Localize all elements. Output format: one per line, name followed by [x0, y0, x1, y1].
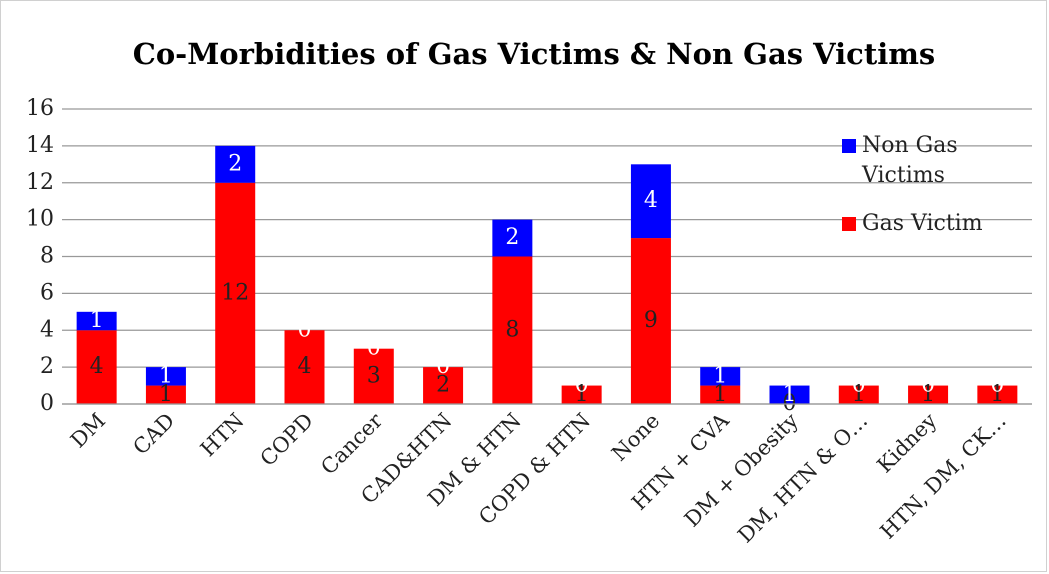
data-label: 1: [713, 382, 727, 407]
legend-swatch: [842, 217, 856, 231]
y-tick-label: 6: [40, 280, 54, 305]
data-label: 1: [921, 382, 935, 407]
bar-segment: [215, 182, 256, 404]
data-label: 1: [990, 382, 1004, 407]
data-label: 2: [228, 151, 242, 176]
data-label: 0: [852, 373, 866, 398]
data-label: 1: [575, 382, 589, 407]
bar-segment: [492, 256, 533, 404]
data-label: 0: [367, 336, 381, 361]
legend-line: Non Gas: [862, 133, 958, 158]
data-label: 1: [783, 382, 797, 407]
data-label: 2: [436, 373, 450, 398]
y-tick-label: 10: [26, 207, 54, 232]
y-tick-label: 12: [26, 170, 54, 195]
bar-segment: [145, 385, 186, 404]
bar-segment: [76, 311, 117, 331]
data-label: 1: [159, 363, 173, 388]
bar-segment: [700, 367, 741, 386]
bar-segment: [423, 367, 464, 404]
y-tick-label: 2: [40, 354, 54, 379]
data-label: 0: [298, 317, 312, 342]
data-label: 12: [221, 280, 249, 305]
y-tick-label: 0: [40, 391, 54, 416]
legend-swatch: [842, 139, 856, 153]
data-label: 9: [644, 308, 658, 333]
data-label: 0: [436, 354, 450, 379]
data-label: 1: [852, 382, 866, 407]
y-tick-label: 8: [40, 244, 54, 269]
bar-segment: [561, 385, 602, 404]
bar-segment: [769, 385, 810, 404]
data-label: 1: [159, 382, 173, 407]
bar-segment: [492, 219, 533, 257]
bar-segment: [215, 145, 256, 183]
chart-title: Co-Morbidities of Gas Victims & Non Gas …: [133, 37, 936, 71]
data-label: 0: [575, 373, 589, 398]
data-label: 3: [367, 363, 381, 388]
data-label: 1: [90, 308, 104, 333]
data-label: 4: [90, 354, 104, 379]
bar-segment: [353, 348, 394, 404]
y-tick-label: 4: [40, 317, 54, 342]
data-label: 4: [644, 188, 658, 213]
y-tick-label: 16: [26, 96, 54, 121]
data-label: 1: [713, 363, 727, 388]
data-label: 0: [990, 373, 1004, 398]
data-label: 0: [921, 373, 935, 398]
data-label: 4: [298, 354, 312, 379]
y-tick-label: 14: [26, 133, 54, 158]
legend-label: Gas Victim: [862, 211, 983, 236]
legend-line: Victims: [861, 163, 945, 188]
bar-segment: [630, 238, 671, 404]
data-label: 8: [505, 317, 519, 342]
bar-segment: [908, 385, 949, 404]
bar-segment: [284, 330, 325, 404]
data-label: 2: [505, 225, 519, 250]
bar-segment: [76, 330, 117, 404]
bar-segment: [145, 367, 186, 386]
legend-label: Non Gas Victims: [861, 133, 958, 188]
bar-segment: [977, 385, 1018, 404]
bar-segment: [838, 385, 879, 404]
bar-segment: [630, 164, 671, 239]
bar-segment: [700, 385, 741, 404]
